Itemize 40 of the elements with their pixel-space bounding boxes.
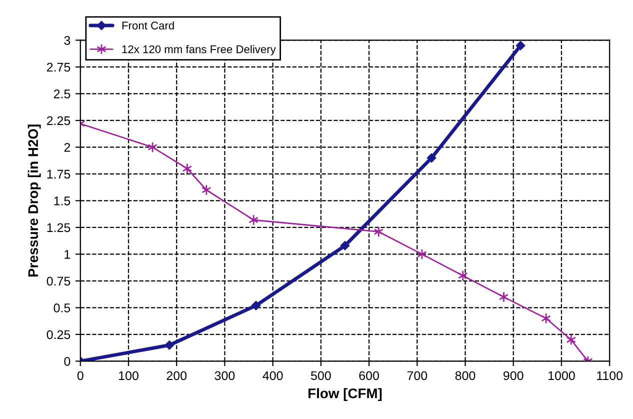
point [458, 270, 468, 282]
point [202, 184, 212, 196]
y-tick-label: 3 [64, 36, 70, 45]
legend-label: 12x 120 mm fans Free Delivery [122, 45, 276, 56]
point [340, 241, 350, 250]
x-tick-label: 400 [262, 371, 283, 380]
x-tick-label: 0 [77, 371, 84, 380]
x-tick-label: 300 [214, 371, 235, 380]
point [426, 153, 436, 163]
x-tick-label: 700 [407, 371, 428, 380]
x-tick-label: 200 [166, 371, 187, 380]
point [498, 291, 509, 303]
y-tick-label: 0 [64, 356, 70, 366]
y-tick-label: 2.75 [46, 62, 70, 72]
point [251, 300, 261, 310]
y-tick-label: 1.5 [54, 196, 70, 206]
y-tick-label: 0.75 [46, 276, 70, 286]
x-axis-title: Flow [CFM] [308, 388, 382, 402]
y-axis-title: Pressure Drop [in H2O] [28, 124, 41, 277]
x-tick-label: 1100 [597, 371, 623, 380]
x-tick-label: 1000 [548, 371, 575, 380]
point [516, 40, 526, 50]
x-tick-label: 800 [455, 371, 476, 380]
legend-label: Front Card [122, 21, 174, 30]
point [164, 340, 174, 350]
x-tick-label: 600 [359, 371, 379, 380]
point [541, 312, 551, 324]
x-tick-label: 100 [119, 371, 138, 380]
point [248, 214, 258, 226]
y-tick-label: 0.25 [46, 330, 70, 340]
x-tick-label: 500 [311, 371, 331, 380]
y-tick-label: 1.75 [47, 170, 70, 179]
y-tick-label: 0.5 [54, 303, 70, 312]
point [182, 163, 192, 174]
y-tick-label: 2 [64, 143, 70, 152]
y-tick-label: 2.5 [54, 90, 70, 98]
y-tick-label: 2.25 [46, 116, 70, 126]
y-tick-label: 1 [64, 250, 70, 259]
x-tick-label: 900 [504, 371, 524, 380]
y-tick-label: 1.25 [47, 223, 70, 232]
